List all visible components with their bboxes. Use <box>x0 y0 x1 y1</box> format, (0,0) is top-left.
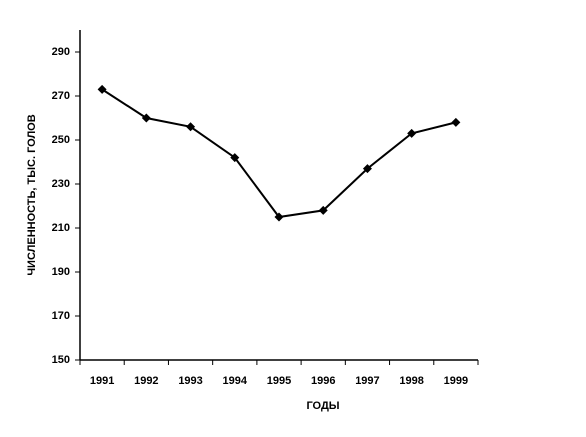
marker <box>230 153 240 163</box>
marker <box>274 212 284 222</box>
marker <box>407 128 417 138</box>
x-tick-label: 1996 <box>311 375 335 387</box>
marker <box>318 205 328 215</box>
line <box>101 88 457 219</box>
marker <box>141 113 151 123</box>
x-tick-label: 1992 <box>134 375 158 387</box>
y-tick-label: 290 <box>52 46 70 58</box>
y-tick-label: 190 <box>52 266 70 278</box>
x-tick-label: 1993 <box>178 375 202 387</box>
marker <box>186 122 196 132</box>
y-tick-label: 250 <box>52 134 70 146</box>
x-tick-label: 1998 <box>399 375 423 387</box>
y-tick-label: 150 <box>52 354 70 366</box>
x-axis-title: ГОДЫ <box>306 400 339 412</box>
y-tick-label: 210 <box>52 222 70 234</box>
y-tick-label: 270 <box>52 90 70 102</box>
y-tick-label: 230 <box>52 178 70 190</box>
x-tick-label: 1994 <box>223 375 248 387</box>
marker <box>451 117 461 127</box>
y-axis-title: ЧИСЛЕННОСТЬ, ТЫС. ГОЛОВ <box>26 114 38 275</box>
marker <box>97 84 107 94</box>
y-tick-label: 170 <box>52 310 70 322</box>
x-tick-label: 1997 <box>355 375 379 387</box>
x-tick-label: 1999 <box>444 375 468 387</box>
marker <box>362 164 372 174</box>
x-tick-label: 1991 <box>90 375 114 387</box>
x-tick-label: 1995 <box>267 375 291 387</box>
